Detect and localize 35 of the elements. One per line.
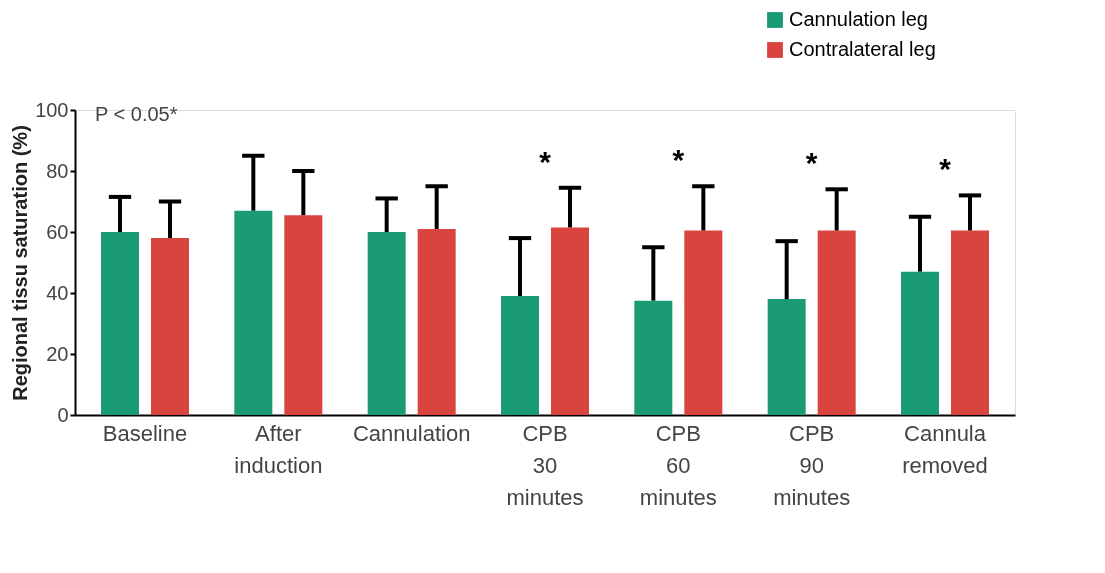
x-tick-label: After induction <box>234 420 323 478</box>
x-tick-label: Cannula removed <box>902 420 988 478</box>
bar <box>817 230 856 415</box>
bar <box>951 230 989 415</box>
annotation: * <box>539 144 552 178</box>
y-tick-label: 40 <box>46 281 69 304</box>
y-tick-label: 20 <box>46 342 69 365</box>
x-tick-label: Cannulation <box>352 420 471 446</box>
annotation: * <box>672 143 685 177</box>
annotation: P < 0.05* <box>95 103 178 125</box>
x-tick-label: CPB 30 minutes <box>506 420 584 510</box>
y-tick-label: 100 <box>35 98 69 121</box>
legend-label: Cannulation leg <box>789 8 928 30</box>
x-tick-label: Baseline <box>102 420 188 446</box>
y-tick-label: 80 <box>46 159 69 182</box>
legend-label: Contralateral leg <box>789 38 936 60</box>
bar <box>901 271 939 415</box>
bar <box>501 296 539 415</box>
y-tick-label: 0 <box>57 403 69 426</box>
x-tick-label: CPB 90 minutes <box>773 420 851 510</box>
bar <box>234 210 273 415</box>
bar <box>551 227 589 415</box>
bar <box>101 232 139 415</box>
y-axis-title: Regional tissu saturation (%) <box>9 125 32 401</box>
bar <box>684 230 723 415</box>
bar <box>367 232 406 415</box>
bar <box>284 215 323 415</box>
bar <box>417 228 456 415</box>
bar <box>151 238 189 415</box>
annotation: * <box>805 146 818 180</box>
x-tick-label: CPB 60 minutes <box>639 420 717 510</box>
annotation: * <box>939 152 952 186</box>
y-tick-label: 60 <box>46 220 69 243</box>
bar <box>634 300 673 415</box>
bar <box>767 299 806 415</box>
